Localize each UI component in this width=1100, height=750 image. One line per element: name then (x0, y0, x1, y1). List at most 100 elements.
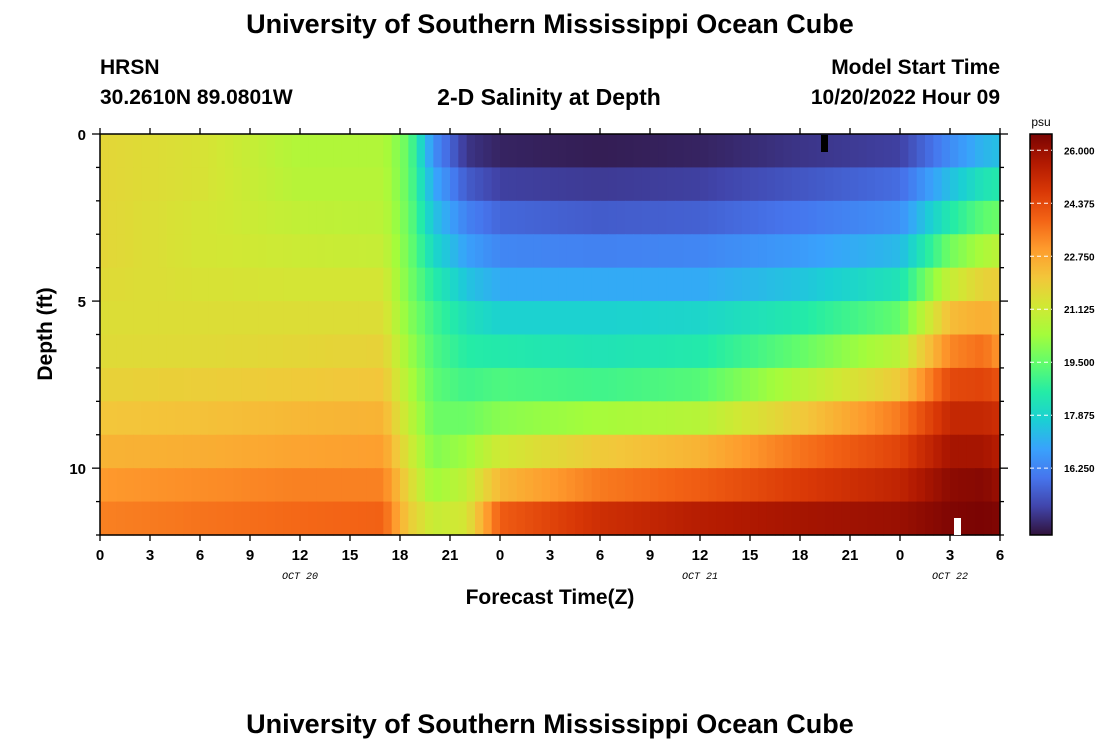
heatmap-cell (233, 434, 243, 469)
heatmap-cell (700, 301, 709, 336)
heatmap-cell (333, 234, 343, 269)
heatmap-cell (966, 134, 976, 169)
heatmap-cell (450, 234, 459, 269)
heatmap-cell (416, 334, 426, 369)
heatmap-cell (500, 134, 509, 169)
heatmap-cell (516, 501, 526, 536)
footer-title: University of Southern Mississippi Ocean… (246, 709, 854, 739)
heatmap-cell (625, 401, 634, 436)
heatmap-cell (333, 334, 343, 369)
heatmap-cell (716, 301, 726, 336)
heatmap-cell (316, 501, 326, 536)
heatmap-cell (900, 200, 909, 235)
heatmap-cell (241, 367, 251, 402)
heatmap-cell (775, 167, 784, 202)
heatmap-cell (716, 134, 726, 169)
heatmap-cell (800, 367, 809, 402)
heatmap-cell (783, 200, 793, 235)
heatmap-cell (533, 167, 543, 202)
heatmap-cell (841, 501, 851, 536)
heatmap-cell (183, 401, 193, 436)
heatmap-cell (391, 234, 401, 269)
heatmap-cell (191, 267, 201, 302)
heatmap-cell (583, 267, 593, 302)
heatmap-cell (641, 234, 651, 269)
heatmap-cell (550, 267, 559, 302)
heatmap-cell (291, 367, 301, 402)
heatmap-cell (633, 167, 643, 202)
heatmap-cell (883, 501, 893, 536)
heatmap-cell (233, 301, 243, 336)
heatmap-cell (975, 234, 984, 269)
heatmap-cell (416, 301, 426, 336)
heatmap-cell (475, 234, 484, 269)
heatmap-cell (241, 301, 251, 336)
heatmap-cell (741, 401, 751, 436)
heatmap-cell (950, 367, 959, 402)
heatmap-cell (308, 501, 318, 536)
heatmap-cell (166, 267, 176, 302)
heatmap-cell (333, 134, 343, 169)
heatmap-cell (350, 167, 359, 202)
heatmap-cell (716, 267, 726, 302)
heatmap-cell (791, 301, 801, 336)
heatmap-cell (566, 134, 576, 169)
heatmap-cell (233, 501, 243, 536)
heatmap-cell (516, 334, 526, 369)
heatmap-cell (475, 334, 484, 369)
heatmap-cell (150, 367, 159, 402)
heatmap-cell (658, 167, 668, 202)
heatmap-cell (341, 234, 351, 269)
heatmap-cell (366, 200, 376, 235)
heatmap-cell (433, 401, 443, 436)
heatmap-cell (650, 434, 659, 469)
heatmap-cell (491, 267, 501, 302)
heatmap-cell (116, 267, 126, 302)
heatmap-cell (800, 401, 809, 436)
heatmap-cell (200, 234, 209, 269)
heatmap-cell (116, 367, 126, 402)
heatmap-cell (100, 401, 109, 436)
heatmap-cell (850, 134, 859, 169)
heatmap-cell (541, 501, 551, 536)
heatmap-cell (566, 434, 576, 469)
heatmap-cell (316, 134, 326, 169)
heatmap-cell (850, 367, 859, 402)
heatmap-cell (400, 200, 409, 235)
heatmap-cell (500, 434, 509, 469)
heatmap-cell (775, 200, 784, 235)
heatmap-cell (391, 468, 401, 503)
heatmap-cell (150, 167, 159, 202)
heatmap-cell (891, 334, 901, 369)
heatmap-cell (408, 367, 418, 402)
heatmap-cell (666, 367, 676, 402)
heatmap-cell (300, 234, 309, 269)
heatmap-cell (891, 367, 901, 402)
heatmap-cell (858, 167, 868, 202)
heatmap-cell (125, 267, 134, 302)
heatmap-cell (958, 434, 968, 469)
heatmap-cell (125, 434, 134, 469)
heatmap-cell (900, 367, 909, 402)
heatmap-cell (950, 434, 959, 469)
heatmap-cell (916, 334, 926, 369)
heatmap-cell (300, 167, 309, 202)
heatmap-cell (783, 267, 793, 302)
heatmap-cell (500, 501, 509, 536)
heatmap-cell (600, 334, 609, 369)
heatmap-cell (616, 301, 626, 336)
heatmap-cell (758, 267, 768, 302)
heatmap-cell (350, 401, 359, 436)
heatmap-cell (700, 167, 709, 202)
heatmap-cell (933, 468, 943, 503)
heatmap-cell (916, 434, 926, 469)
heatmap-cell (983, 200, 993, 235)
heatmap-cell (341, 200, 351, 235)
heatmap-cell (250, 267, 259, 302)
heatmap-cell (850, 267, 859, 302)
heatmap-cell (775, 134, 784, 169)
heatmap-cell (366, 401, 376, 436)
x-axis-label: Forecast Time(Z) (466, 586, 635, 609)
heatmap-cell (775, 301, 784, 336)
heatmap-cell (391, 401, 401, 436)
